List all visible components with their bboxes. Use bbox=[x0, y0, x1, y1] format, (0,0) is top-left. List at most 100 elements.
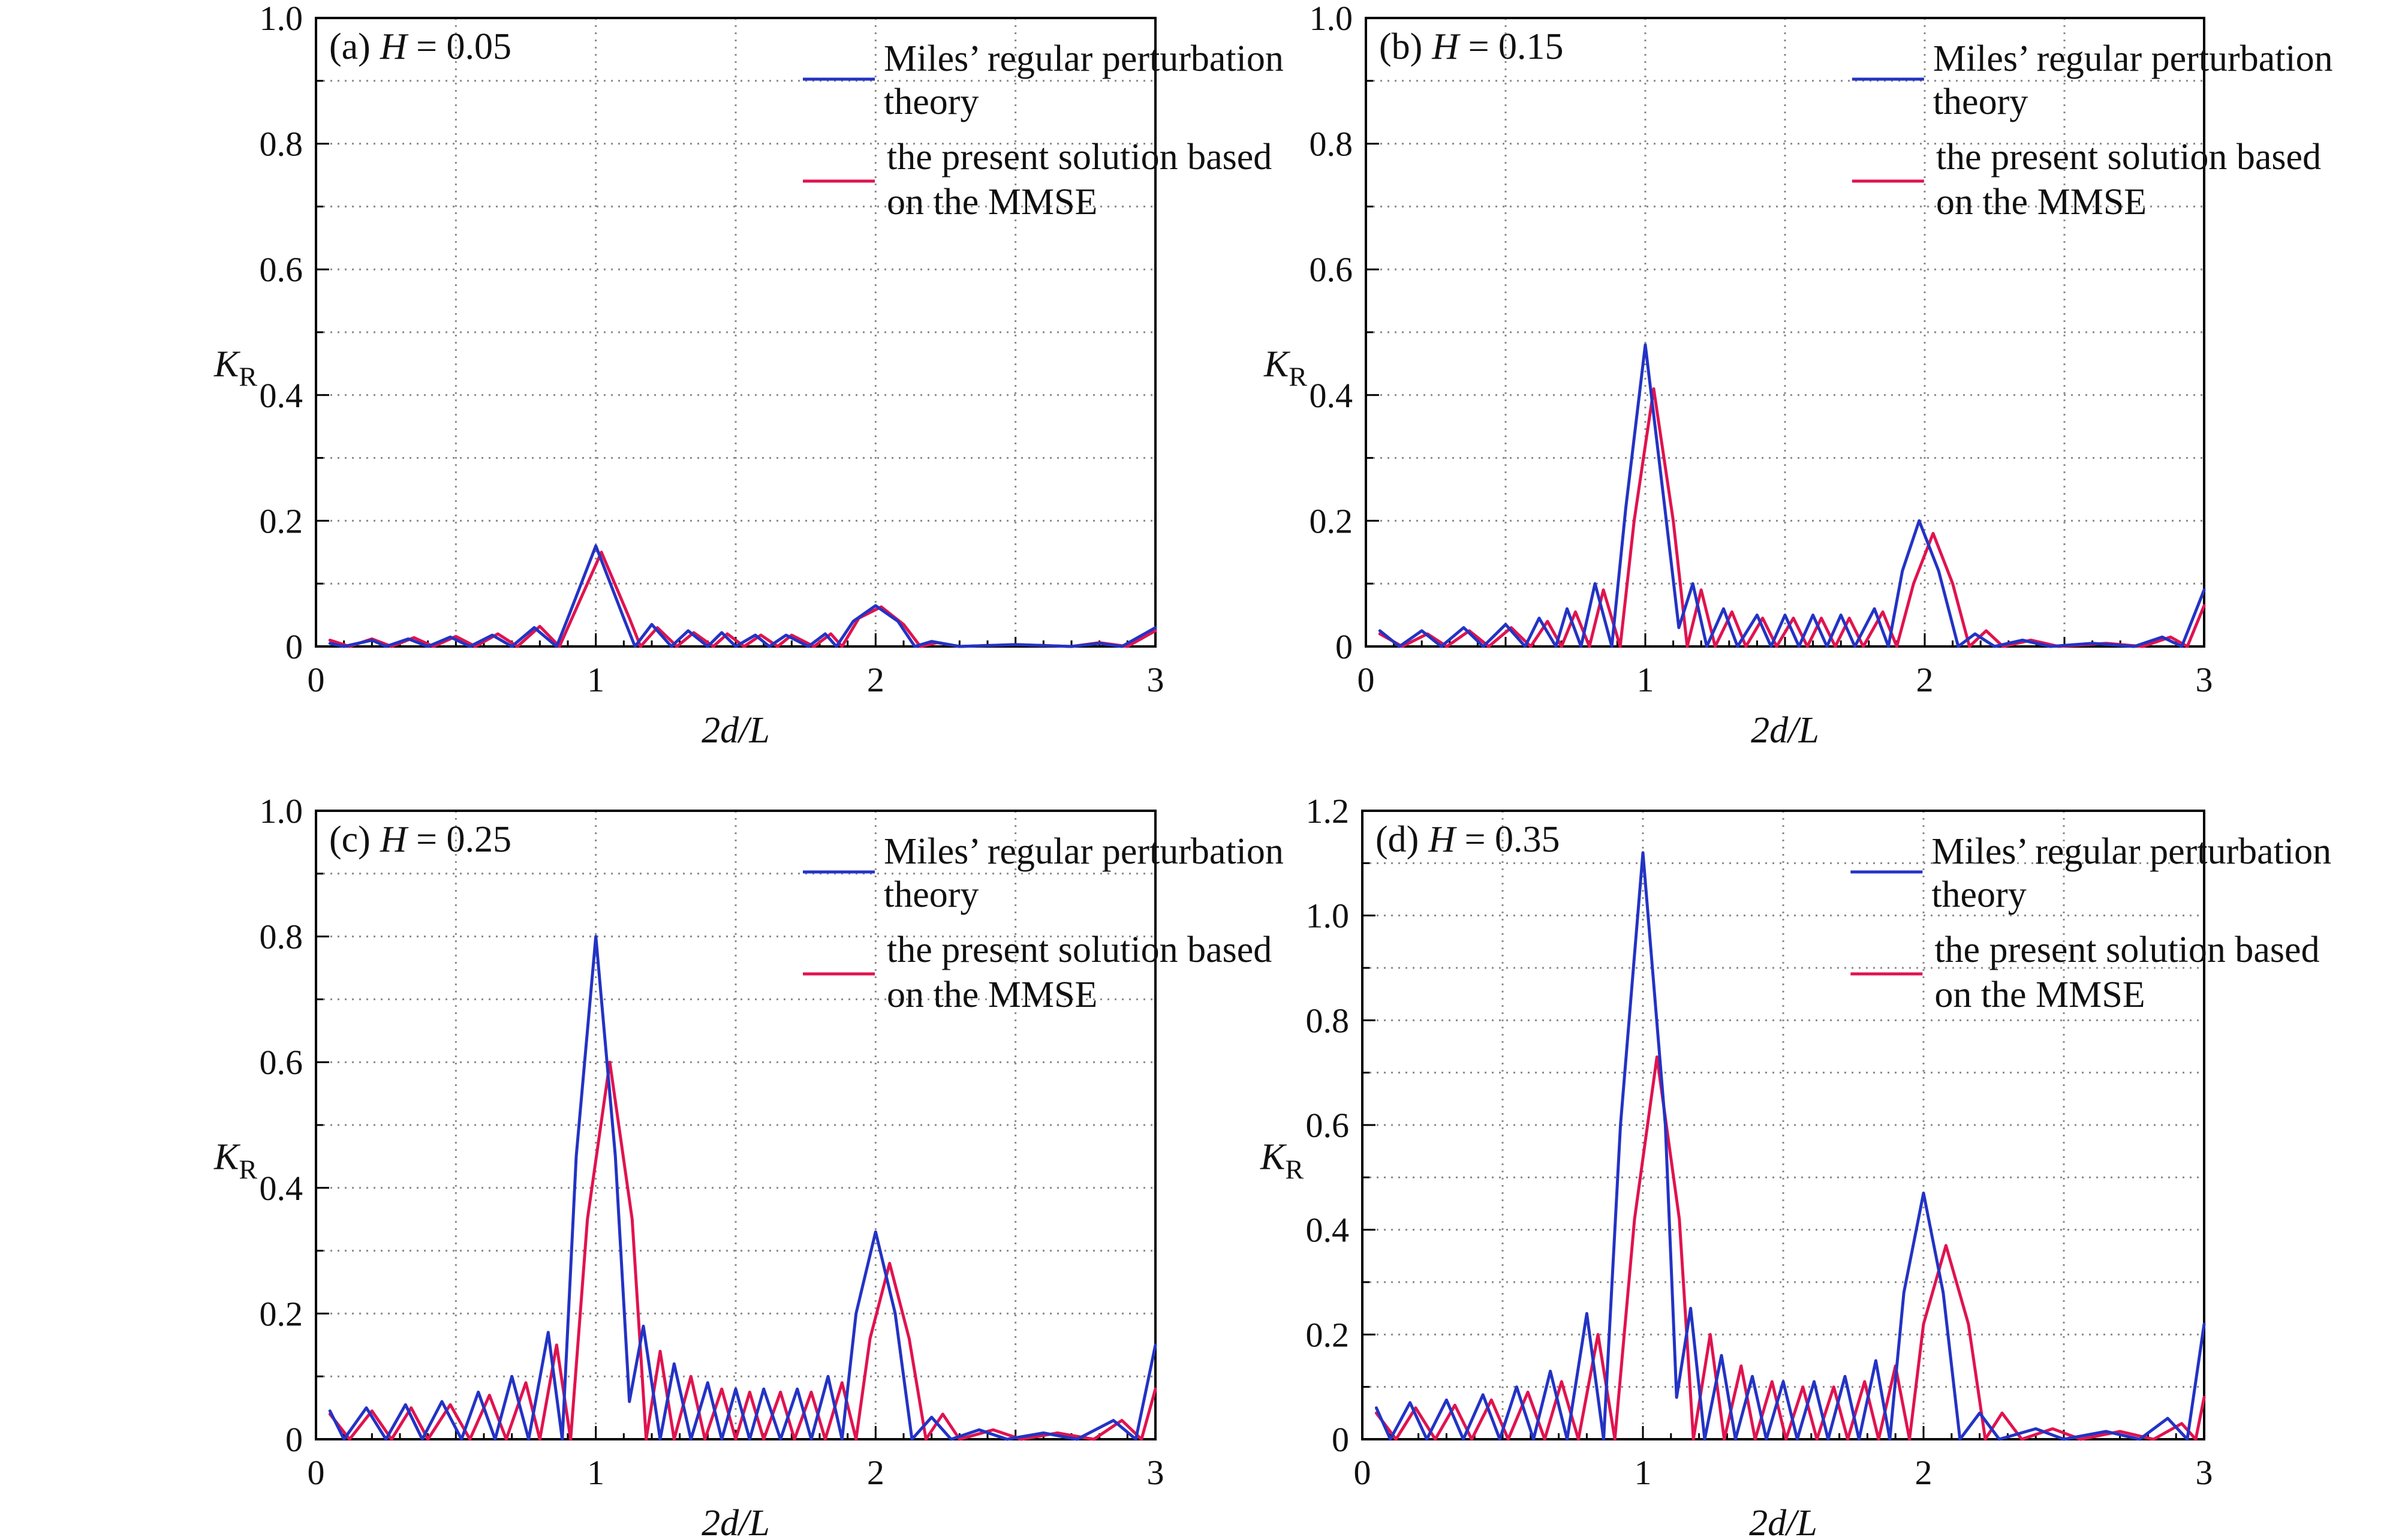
x-tick-label: 1 bbox=[587, 660, 604, 699]
y-axis-label-sub: R bbox=[239, 361, 257, 392]
panel-h-value: = 0.15 bbox=[1459, 26, 1563, 67]
y-tick-label: 0 bbox=[285, 627, 303, 666]
panel-h-symbol: H bbox=[1428, 819, 1457, 860]
x-axis-label: 2d/L bbox=[1749, 1503, 1817, 1537]
chart-panel-b: 0 0.2 0.4 0.6 0.8 1.0 0 1 2 3 2d/L KR (b) H = 0.15 Mil… bbox=[1263, 0, 2333, 751]
legend-label-miles-line2: theory bbox=[884, 874, 979, 915]
chart-panel-c: 00.20.40.60.81.00 1 2 32d/LKR(c) H = 0.25 Mil… bbox=[213, 792, 1284, 1537]
y-tick-label: 0.8 bbox=[260, 125, 303, 164]
y-tick-label: 0 bbox=[1332, 1420, 1349, 1459]
x-axis-label: 2d/L bbox=[702, 1503, 770, 1537]
legend-label-miles-line2: theory bbox=[1931, 874, 2026, 915]
series-line-miles bbox=[1374, 851, 2206, 1441]
series-line-present bbox=[1378, 387, 2206, 648]
legend-label-present-line2: on the MMSE bbox=[887, 974, 1097, 1015]
series-line-miles bbox=[328, 935, 1157, 1441]
panel-label: (d) bbox=[1375, 819, 1419, 860]
panel-h-value: = 0.35 bbox=[1455, 819, 1560, 860]
y-tick-label: 0.6 bbox=[1306, 1106, 1350, 1145]
legend-label-present: the present solution based bbox=[1934, 930, 2319, 970]
panel-title: (c) H = 0.25 bbox=[329, 819, 511, 860]
y-tick-label: 0.4 bbox=[260, 1169, 303, 1208]
legend-label-present: the present solution based bbox=[1936, 137, 2321, 178]
y-axis-label: KR bbox=[213, 344, 257, 392]
x-tick-label: 0 bbox=[308, 1453, 325, 1492]
y-axis-label-sub: R bbox=[239, 1154, 257, 1184]
y-axis-label: KR bbox=[1260, 1136, 1304, 1184]
y-tick-label: 1.0 bbox=[260, 0, 303, 38]
y-tick-label: 0.4 bbox=[1306, 1211, 1350, 1250]
y-tick-label: 0.4 bbox=[260, 376, 303, 415]
legend-label-miles: Miles’ regular perturbation bbox=[884, 831, 1284, 872]
series-line-present bbox=[328, 1060, 1157, 1441]
y-tick-label: 1.2 bbox=[1306, 792, 1350, 831]
chart-panel-d: 0 0.2 0.4 0.6 0.8 1.0 1.2 0 1 2 3 2d/L KR (d) H = 0.35… bbox=[1260, 792, 2331, 1537]
panel-h-value: = 0.05 bbox=[407, 26, 511, 67]
legend-label-miles: Miles’ regular perturbation bbox=[1931, 831, 2331, 872]
x-tick-label: 3 bbox=[2196, 1453, 2213, 1492]
legend-label-present: the present solution based bbox=[887, 137, 1272, 178]
legend-label-miles: Miles’ regular perturbation bbox=[1933, 38, 2333, 79]
x-tick-label: 2 bbox=[867, 1453, 884, 1492]
x-tick-label: 0 bbox=[1354, 1453, 1371, 1492]
legend-label-present-line2: on the MMSE bbox=[1936, 182, 2147, 222]
y-axis-label-main: K bbox=[1260, 1136, 1287, 1177]
legend-label-present-line2: on the MMSE bbox=[887, 182, 1097, 222]
y-axis-label-sub: R bbox=[1285, 1154, 1304, 1184]
x-tick-label: 2 bbox=[867, 660, 884, 699]
x-tick-label: 2 bbox=[1916, 660, 1934, 699]
x-axis-label: 2d/L bbox=[1751, 710, 1819, 751]
series-line-present bbox=[1374, 1055, 2206, 1441]
y-axis-label-sub: R bbox=[1289, 361, 1307, 392]
y-tick-label: 1.0 bbox=[1306, 897, 1350, 936]
series-line-present bbox=[328, 551, 1157, 648]
y-tick-label: 0.4 bbox=[1310, 376, 1353, 415]
x-tick-label: 1 bbox=[1637, 660, 1654, 699]
y-tick-label: 0 bbox=[285, 1420, 303, 1459]
x-axis-label: 2d/L bbox=[702, 710, 770, 751]
y-axis-label: KR bbox=[1263, 344, 1307, 392]
y-tick-label: 0.2 bbox=[260, 501, 303, 540]
y-tick-label: 1.0 bbox=[1310, 0, 1353, 38]
x-tick-label: 1 bbox=[587, 1453, 604, 1492]
panel-label: (b) bbox=[1379, 26, 1422, 67]
y-tick-label: 1.0 bbox=[260, 792, 303, 831]
y-tick-label: 0.6 bbox=[260, 250, 303, 289]
y-tick-label: 0.2 bbox=[1306, 1315, 1350, 1354]
x-tick-label: 3 bbox=[2196, 660, 2213, 699]
series-line-miles bbox=[1378, 343, 2206, 648]
x-tick-label: 2 bbox=[1915, 1453, 1933, 1492]
panel-h-symbol: H bbox=[380, 26, 409, 67]
series-line-miles bbox=[328, 544, 1157, 648]
legend-label-miles-line2: theory bbox=[884, 82, 979, 122]
x-tick-label: 1 bbox=[1635, 1453, 1652, 1492]
x-tick-label: 3 bbox=[1147, 1453, 1164, 1492]
x-tick-label: 0 bbox=[1357, 660, 1375, 699]
panel-h-symbol: H bbox=[380, 819, 409, 860]
y-tick-label: 0.8 bbox=[1306, 1001, 1350, 1040]
legend-label-present: the present solution based bbox=[887, 930, 1272, 970]
panel-title: (a) H = 0.05 bbox=[329, 26, 511, 67]
y-tick-label: 0.6 bbox=[260, 1043, 303, 1082]
y-axis-label-main: K bbox=[213, 1136, 241, 1177]
y-axis-label-main: K bbox=[1263, 344, 1291, 384]
legend-label-miles-line2: theory bbox=[1933, 82, 2028, 122]
y-axis-label: KR bbox=[213, 1136, 257, 1184]
panel-title: (d) H = 0.35 bbox=[1375, 819, 1560, 860]
y-tick-label: 0.6 bbox=[1310, 250, 1353, 289]
legend-label-present-line2: on the MMSE bbox=[1934, 974, 2145, 1015]
panel-label: (c) bbox=[329, 819, 371, 860]
panel-label: (a) bbox=[329, 26, 371, 67]
y-axis-label-main: K bbox=[213, 344, 241, 384]
panel-h-value: = 0.25 bbox=[407, 819, 511, 860]
legend-label-miles: Miles’ regular perturbation bbox=[884, 38, 1284, 79]
panel-h-symbol: H bbox=[1431, 26, 1461, 67]
y-tick-label: 0.8 bbox=[1310, 125, 1353, 164]
x-tick-label: 3 bbox=[1147, 660, 1164, 699]
y-tick-label: 0.2 bbox=[260, 1294, 303, 1333]
